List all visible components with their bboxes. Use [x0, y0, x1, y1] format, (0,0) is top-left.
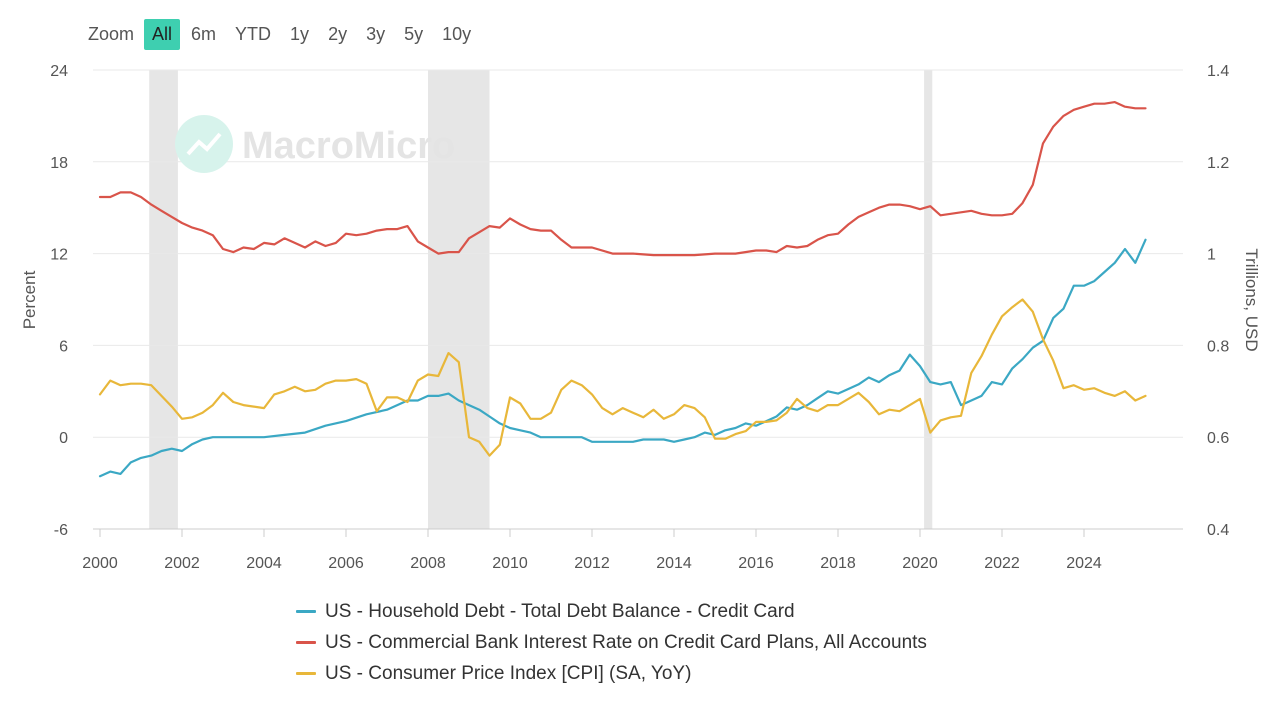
legend-swatch-debt: [296, 610, 316, 613]
series-rate-line: [98, 100, 1147, 257]
left-tick-label: 12: [50, 247, 68, 264]
x-tick-label: 2006: [328, 555, 364, 572]
legend-item-debt[interactable]: US - Household Debt - Total Debt Balance…: [296, 596, 927, 627]
legend-item-cpi[interactable]: US - Consumer Price Index [CPI] (SA, YoY…: [296, 658, 927, 689]
series-debt-line: [98, 238, 1147, 478]
left-axis-title: Percent: [20, 270, 39, 329]
watermark-trend-icon: [186, 132, 222, 156]
x-tick-label: 2014: [656, 555, 692, 572]
zoom-button-5y[interactable]: 5y: [404, 23, 424, 44]
left-tick-label: 0: [59, 430, 68, 447]
right-tick-label: 0.8: [1207, 338, 1229, 355]
left-tick-label: 24: [50, 63, 68, 80]
right-tick-label: 0.6: [1207, 430, 1229, 447]
right-axis-title: Trillions, USD: [1242, 248, 1261, 351]
left-y-ticks: 24 18 12 6 0 -6: [50, 63, 68, 539]
zoom-button-2y[interactable]: 2y: [328, 23, 348, 44]
recession-band: [149, 70, 178, 529]
zoom-button-1y[interactable]: 1y: [290, 23, 310, 44]
left-tick-label: 6: [59, 338, 68, 355]
left-tick-label: -6: [54, 522, 68, 539]
x-tick-label: 2020: [902, 555, 938, 572]
x-tick-label: 2024: [1066, 555, 1102, 572]
legend-label-rate: US - Commercial Bank Interest Rate on Cr…: [325, 631, 927, 653]
zoom-label: Zoom: [88, 23, 135, 44]
series-lines: [98, 100, 1147, 478]
x-tick-label: 2016: [738, 555, 774, 572]
legend-item-rate[interactable]: US - Commercial Bank Interest Rate on Cr…: [296, 627, 927, 658]
x-tick-label: 2012: [574, 555, 610, 572]
x-tick-label: 2004: [246, 555, 282, 572]
x-tick-label: 2000: [82, 555, 118, 572]
legend-swatch-cpi: [296, 672, 316, 675]
x-tick-label: 2022: [984, 555, 1020, 572]
recession-band: [924, 70, 933, 529]
left-tick-label: 18: [50, 155, 68, 172]
right-y-ticks: 1.4 1.2 1 0.8 0.6 0.4: [1207, 63, 1229, 539]
recession-bands: [149, 70, 933, 529]
legend-label-debt: US - Household Debt - Total Debt Balance…: [325, 600, 795, 622]
zoom-button-3y[interactable]: 3y: [366, 23, 386, 44]
legend-label-cpi: US - Consumer Price Index [CPI] (SA, YoY…: [325, 662, 692, 684]
watermark: MacroMicro: [175, 115, 455, 173]
x-tick-label: 2010: [492, 555, 528, 572]
zoom-button-10y[interactable]: 10y: [442, 23, 472, 44]
x-ticks: 2000 2002 2004 2006 2008 2010 2012 2014 2016 2018…: [82, 529, 1102, 572]
right-tick-label: 0.4: [1207, 522, 1229, 539]
x-tick-label: 2018: [820, 555, 856, 572]
zoom-button-6m[interactable]: 6m: [191, 23, 217, 44]
right-tick-label: 1.4: [1207, 63, 1229, 80]
right-tick-label: 1.2: [1207, 155, 1229, 172]
x-tick-label: 2002: [164, 555, 200, 572]
zoom-button-all[interactable]: All: [144, 18, 181, 50]
recession-band: [428, 70, 490, 529]
legend-swatch-rate: [296, 641, 316, 644]
zoom-button-ytd[interactable]: YTD: [235, 23, 272, 44]
right-tick-label: 1: [1207, 247, 1216, 264]
watermark-text: MacroMicro: [242, 125, 455, 167]
legend: US - Household Debt - Total Debt Balance…: [296, 596, 927, 689]
zoom-toolbar: Zoom All 6m YTD 1y 2y 3y 5y 10y: [88, 18, 482, 50]
chart-area: MacroMicro 24 18 12 6 0 -6 1.4 1.2 1 0.8 0.6 0.4 2…: [20, 63, 1261, 572]
x-tick-label: 2008: [410, 555, 446, 572]
series-cpi-line: [98, 298, 1147, 457]
